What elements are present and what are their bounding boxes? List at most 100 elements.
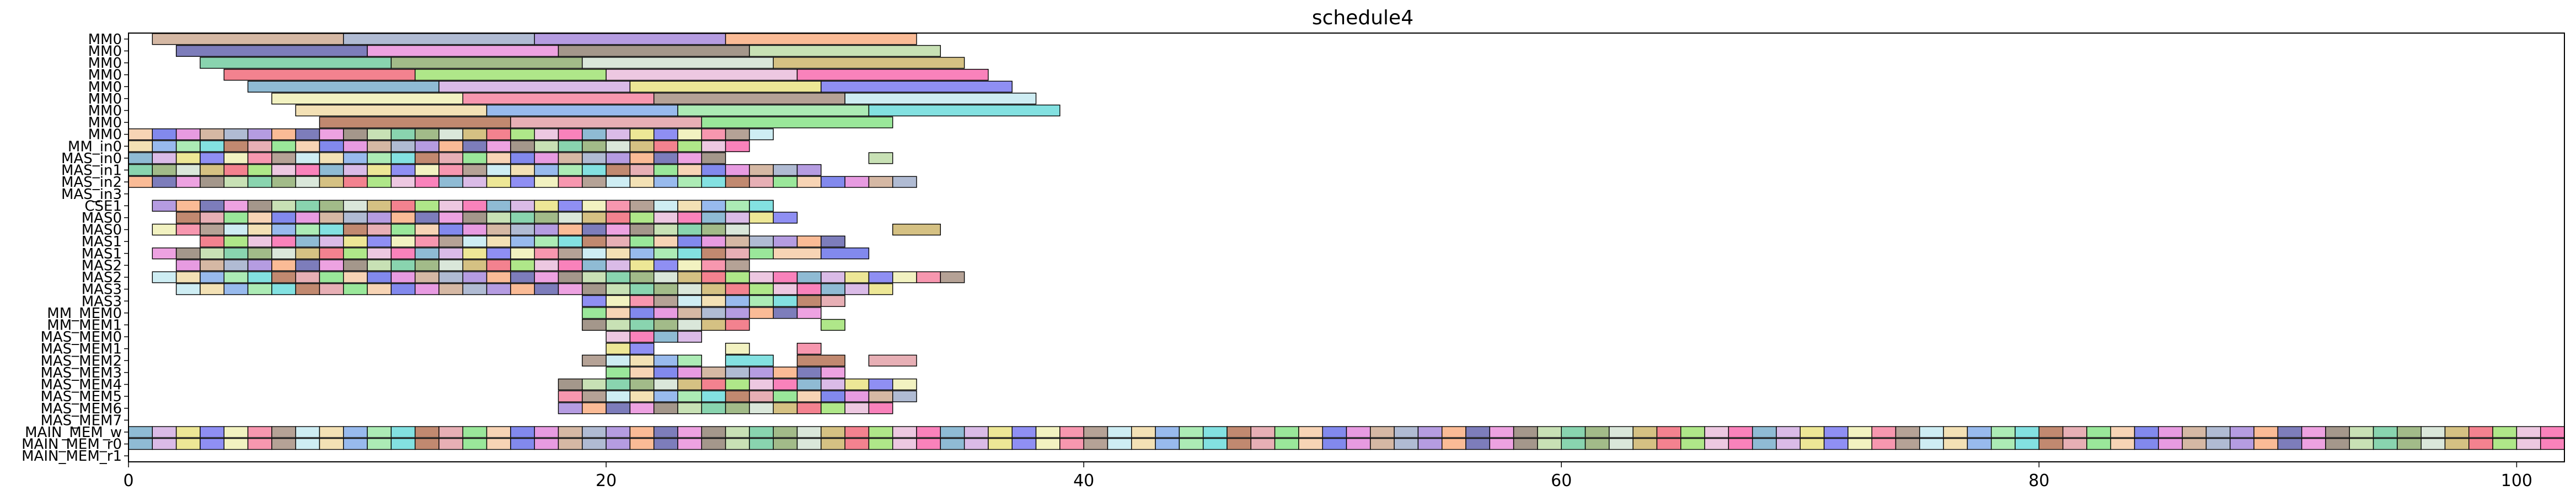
task-bar: [749, 402, 774, 414]
task-bar: [247, 438, 272, 450]
task-bar: [844, 176, 870, 188]
y-tick-label: MM0: [88, 31, 122, 48]
task-bar: [223, 247, 249, 260]
task-bar: [367, 164, 392, 176]
y-tick-label: MAS_MEM2: [40, 353, 122, 369]
task-bar: [582, 259, 607, 272]
task-bar: [367, 128, 392, 141]
task-bar: [2110, 426, 2135, 438]
task-bar: [653, 378, 678, 391]
task-bar: [796, 378, 822, 391]
task-bar: [510, 426, 535, 438]
task-bar: [868, 354, 917, 366]
task-bar: [414, 247, 440, 260]
task-bar: [653, 271, 678, 283]
task-bar: [1752, 438, 1777, 450]
task-bar: [390, 152, 416, 164]
task-bar: [701, 235, 726, 247]
task-bar: [629, 295, 655, 307]
task-bar: [2468, 426, 2493, 438]
task-bar: [343, 212, 368, 224]
task-bar: [343, 283, 368, 295]
task-bar: [295, 200, 320, 212]
task-bar: [1513, 426, 1538, 438]
task-bar: [629, 259, 655, 272]
task-bar: [1107, 426, 1132, 438]
task-bar: [1991, 426, 2016, 438]
task-bar: [677, 390, 702, 402]
task-bar: [390, 223, 416, 236]
y-tick-label: MAS_MEM6: [40, 401, 122, 417]
y-tick-label: MAS2: [82, 257, 122, 274]
task-bar: [1847, 438, 1872, 450]
task-bar: [1346, 438, 1371, 450]
y-tick-label: MAS_MEM4: [40, 377, 122, 393]
task-bar: [749, 164, 774, 176]
task-bar: [534, 223, 559, 236]
plot-frame: [128, 33, 2565, 462]
task-bar: [773, 402, 798, 414]
task-bar: [200, 223, 224, 236]
task-bar: [486, 104, 678, 117]
task-bar: [773, 390, 798, 402]
task-bar: [152, 140, 177, 152]
task-bar: [534, 247, 559, 260]
task-bar: [1202, 438, 1228, 450]
task-bar: [152, 438, 177, 450]
task-bar: [1823, 426, 1849, 438]
task-bar: [749, 307, 774, 319]
task-bar: [1656, 426, 1681, 438]
task-bar: [606, 152, 631, 164]
task-bar: [414, 164, 440, 176]
task-bar: [868, 426, 893, 438]
task-bar: [462, 247, 488, 260]
task-bar: [821, 235, 845, 247]
task-bar: [223, 223, 249, 236]
task-bar: [200, 235, 224, 247]
task-bar: [2134, 426, 2159, 438]
task-bar: [629, 354, 655, 366]
task-bar: [390, 259, 416, 272]
task-bar: [1274, 438, 1299, 450]
task-bar: [438, 259, 463, 272]
task-bar: [390, 212, 416, 224]
task-bar: [319, 223, 344, 236]
task-bar: [653, 152, 678, 164]
task-bar: [629, 235, 655, 247]
task-bar: [1155, 438, 1180, 450]
task-bar: [2420, 438, 2446, 450]
task-bar: [558, 140, 583, 152]
task-bar: [821, 438, 845, 450]
task-bar: [247, 283, 272, 295]
task-bar: [749, 247, 774, 260]
task-bar: [1584, 426, 1610, 438]
task-bar: [677, 235, 702, 247]
task-bar: [725, 354, 774, 366]
task-bar: [175, 128, 201, 141]
task-bar: [534, 259, 559, 272]
task-bar: [892, 176, 917, 188]
task-bar: [367, 45, 559, 57]
task-bar: [677, 176, 702, 188]
task-bar: [200, 176, 224, 188]
task-bar: [271, 140, 296, 152]
task-bar: [1632, 426, 1658, 438]
task-bar: [414, 271, 440, 283]
task-bar: [725, 164, 750, 176]
task-bar: [725, 307, 750, 319]
task-bar: [200, 128, 224, 141]
task-bar: [319, 247, 344, 260]
task-bar: [271, 176, 296, 188]
task-bar: [247, 128, 272, 141]
task-bar: [725, 271, 750, 283]
task-bar: [534, 235, 559, 247]
task-bar: [247, 212, 272, 224]
task-bar: [558, 402, 583, 414]
task-bar: [701, 200, 726, 212]
task-bar: [438, 438, 463, 450]
task-bar: [821, 378, 845, 391]
task-bar: [677, 295, 702, 307]
task-bar: [796, 366, 822, 379]
task-bar: [2110, 438, 2135, 450]
task-bar: [821, 295, 845, 307]
